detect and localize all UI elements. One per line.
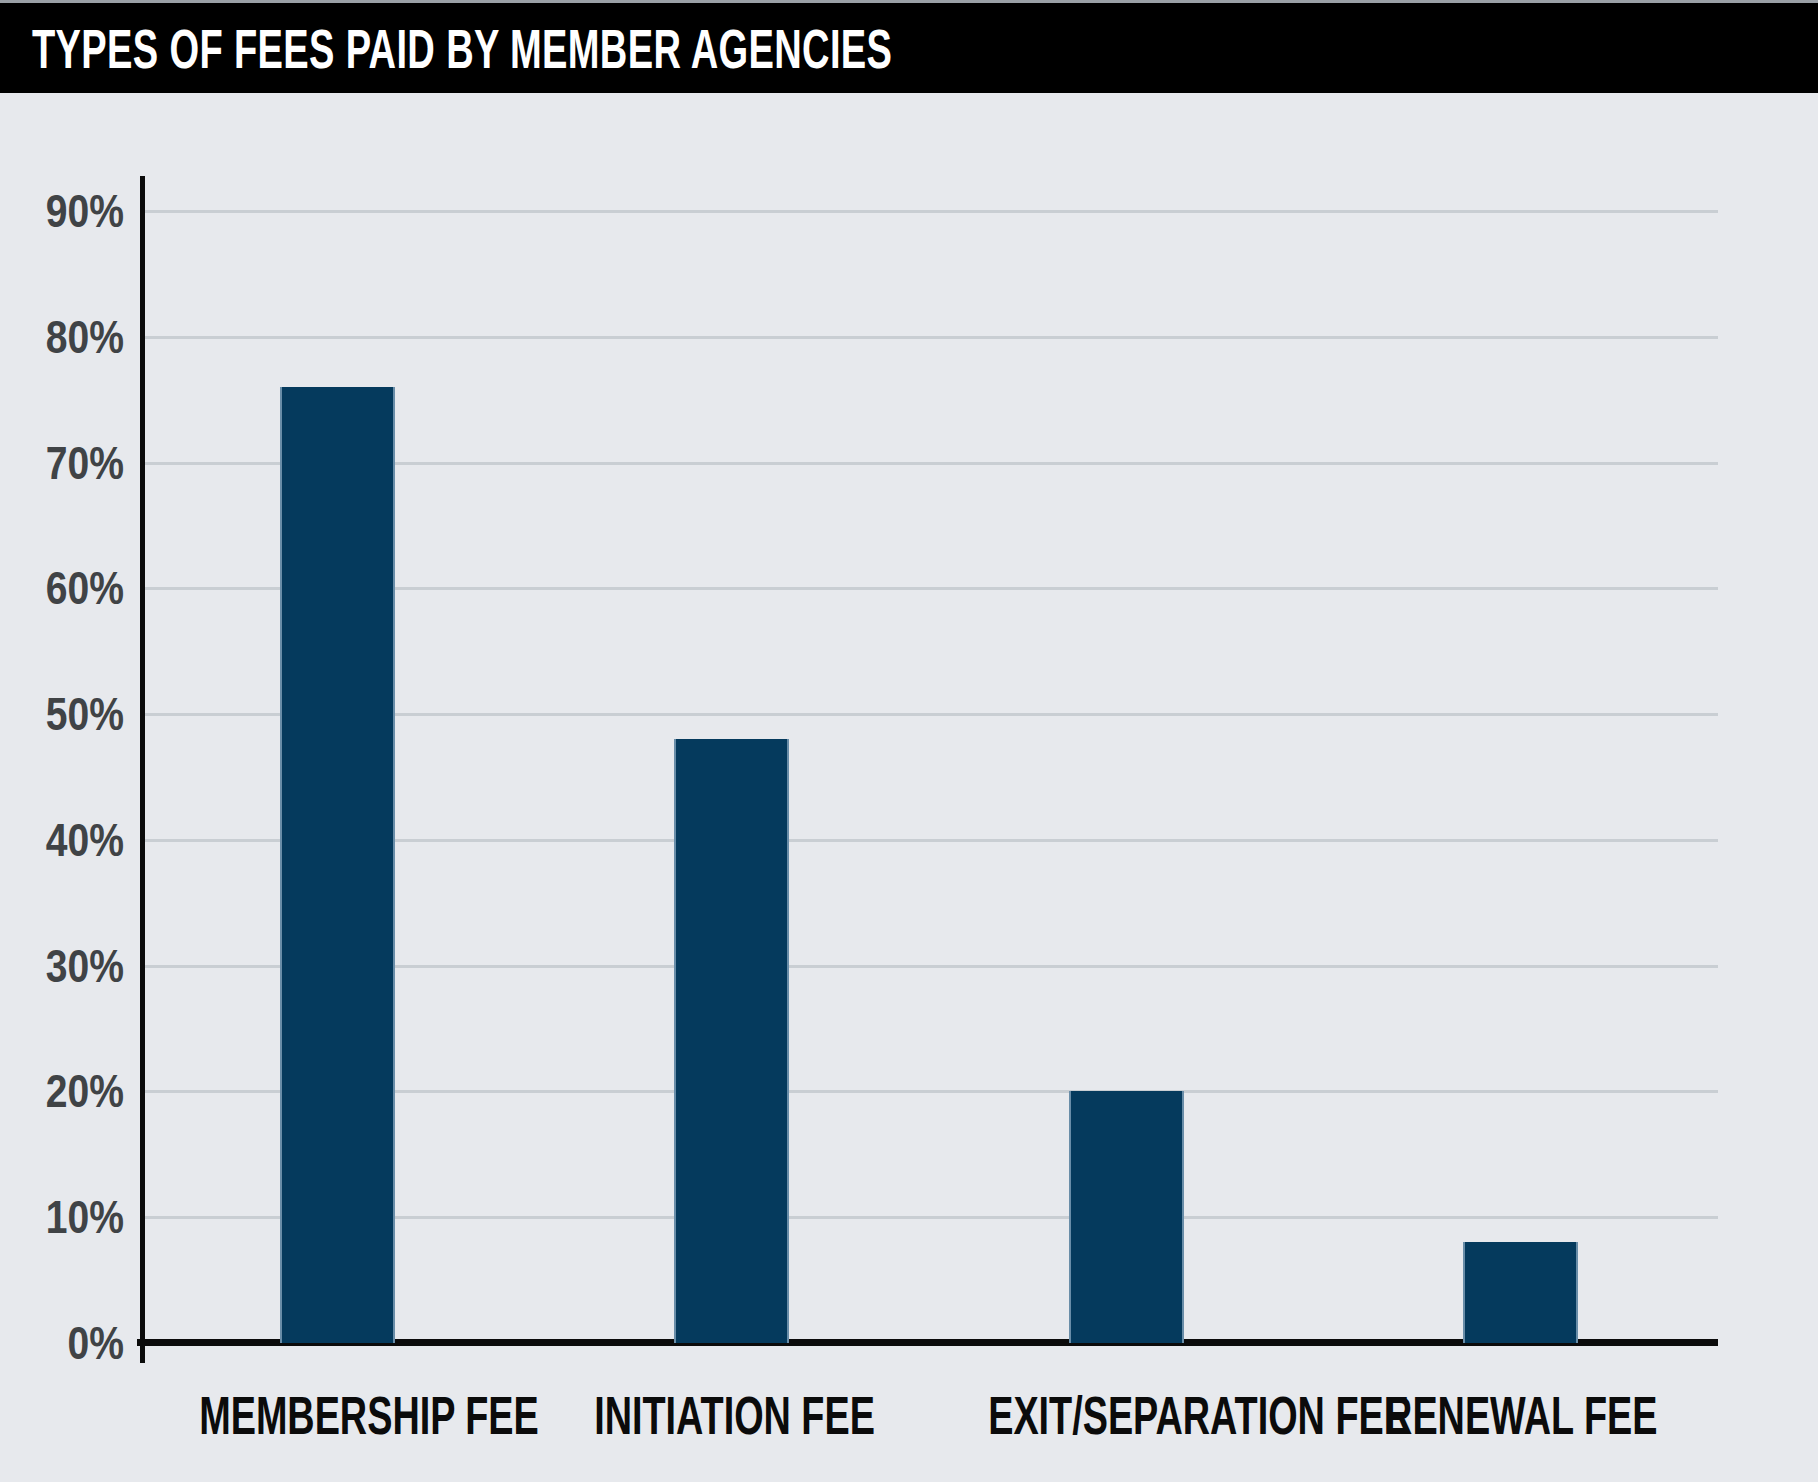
x-category-label: INITIATION FEE	[594, 1385, 870, 1445]
y-tick-label: 0%	[19, 1319, 124, 1367]
y-tick-label: 30%	[19, 942, 124, 990]
y-tick-label: 20%	[19, 1067, 124, 1115]
bar-initiation-fee	[674, 739, 789, 1343]
bar-exit-separation-fee	[1069, 1091, 1184, 1343]
bar-renewal-fee	[1463, 1242, 1578, 1343]
bar-membership-fee	[280, 387, 395, 1343]
y-tick-label: 60%	[19, 564, 124, 612]
y-tick-label: 80%	[19, 313, 124, 361]
x-category-label: EXIT/SEPARATION FEE	[988, 1385, 1264, 1445]
y-tick-label: 50%	[19, 690, 124, 738]
y-tick-label: 90%	[19, 187, 124, 235]
chart-header: TYPES OF FEES PAID BY MEMBER AGENCIES	[0, 3, 1818, 93]
y-tick-label: 10%	[19, 1193, 124, 1241]
y-tick-label: 70%	[19, 439, 124, 487]
chart-title: TYPES OF FEES PAID BY MEMBER AGENCIES	[32, 16, 892, 81]
gridline	[145, 210, 1718, 213]
y-axis-line	[140, 176, 145, 1363]
gridline	[145, 336, 1718, 339]
y-tick-label: 40%	[19, 816, 124, 864]
x-category-label: RENEWAL FEE	[1383, 1385, 1659, 1445]
fee-types-bar-chart: TYPES OF FEES PAID BY MEMBER AGENCIES 0%…	[0, 0, 1818, 1482]
x-category-label: MEMBERSHIP FEE	[199, 1385, 475, 1445]
